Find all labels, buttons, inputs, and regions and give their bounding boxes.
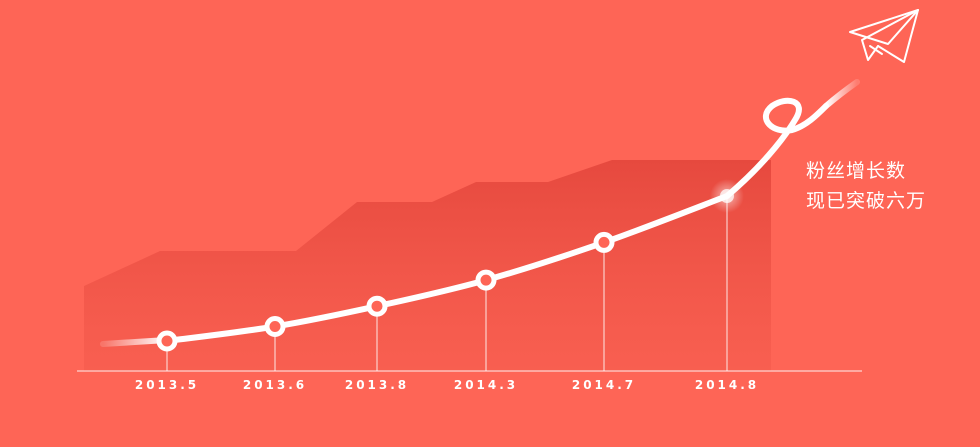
data-point xyxy=(593,231,615,253)
data-point xyxy=(264,316,286,337)
x-tick-label: 2013.8 xyxy=(344,378,410,392)
data-point xyxy=(366,295,388,317)
x-tick-label: 2013.5 xyxy=(134,378,200,392)
curve-head xyxy=(823,79,860,109)
annotation: 粉丝增长数 现已突破六万 xyxy=(806,156,926,216)
x-tick-label: 2014.7 xyxy=(571,378,637,392)
data-point xyxy=(720,189,734,203)
annotation-line-1: 粉丝增长数 xyxy=(806,160,907,182)
annotation-line-2: 现已突破六万 xyxy=(806,190,927,212)
x-tick-label: 2014.3 xyxy=(453,378,519,392)
x-tick-label: 2014.8 xyxy=(694,378,760,392)
data-point xyxy=(475,269,497,291)
data-point xyxy=(156,330,178,352)
curve-loop xyxy=(724,97,829,199)
paper-plane-icon xyxy=(849,9,919,63)
x-tick-label: 2013.6 xyxy=(242,378,308,392)
background-area xyxy=(84,160,771,371)
